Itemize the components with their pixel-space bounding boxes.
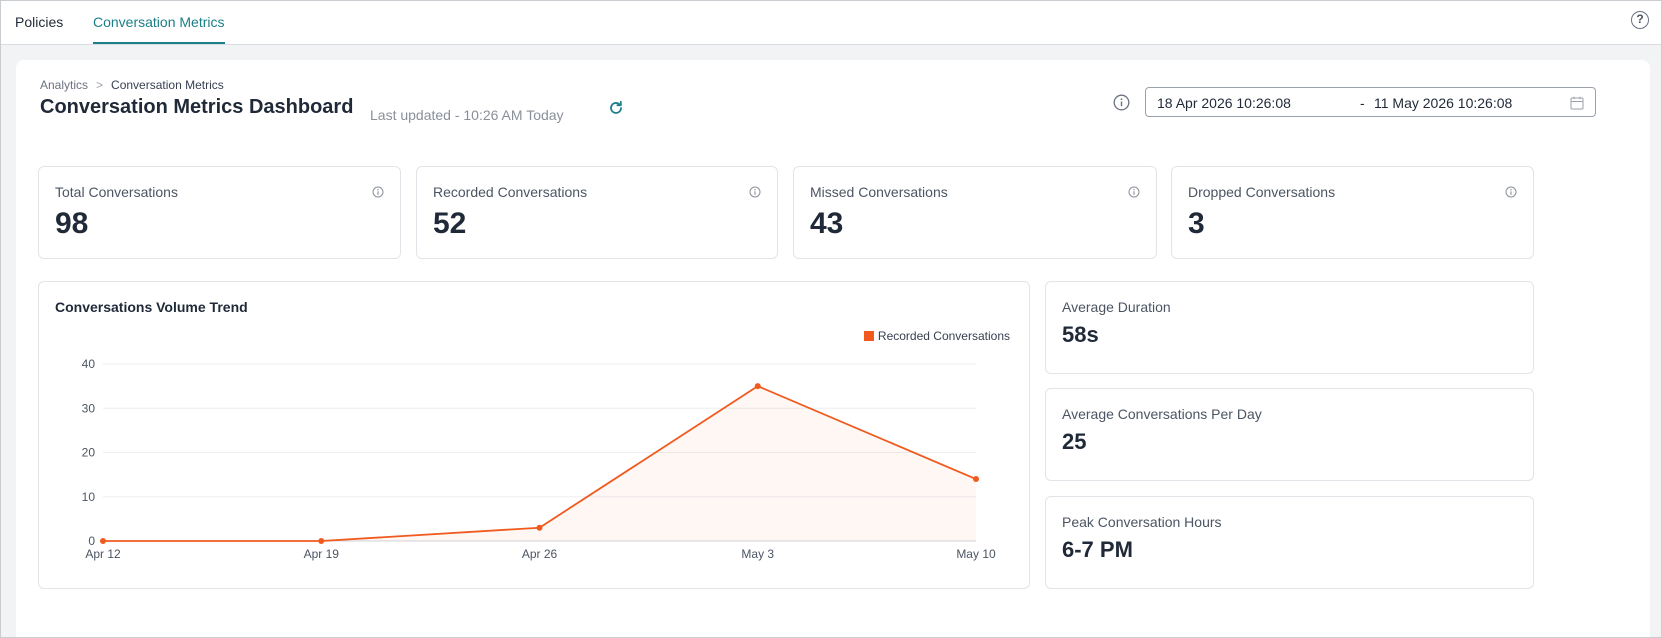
stat-card-avg-per-day: Average Conversations Per Day 25 [1045, 388, 1534, 481]
kpi-value: 52 [433, 207, 467, 240]
y-tick-label: 30 [82, 401, 96, 415]
y-tick-label: 10 [82, 490, 96, 504]
legend-label: Recorded Conversations [877, 329, 1010, 343]
kpi-label: Recorded Conversations [433, 184, 588, 200]
calendar-icon[interactable] [1570, 96, 1584, 110]
breadcrumb: Analytics > Conversation Metrics [40, 78, 224, 92]
data-point [754, 383, 761, 390]
data-point [318, 538, 325, 544]
data-point [973, 476, 979, 483]
chart-card: Conversations Volume Trend Recorded Conv… [38, 281, 1030, 589]
kpi-card-total: Total Conversations 98 [38, 166, 401, 259]
kpi-card-dropped: Dropped Conversations 3 [1171, 166, 1534, 259]
x-tick-label: Apr 12 [85, 547, 121, 561]
stat-value: 6-7 PM [1062, 537, 1133, 562]
info-icon[interactable] [372, 186, 384, 198]
help-icon[interactable]: ? [1631, 11, 1649, 29]
last-updated-text: Last updated - 10:26 AM Today [370, 107, 564, 123]
dashboard-panel: Analytics > Conversation Metrics Conversat… [16, 60, 1650, 637]
tab-policies[interactable]: Policies [15, 14, 64, 30]
kpi-label: Dropped Conversations [1188, 184, 1336, 200]
info-icon[interactable] [1505, 186, 1517, 198]
stat-value: 58s [1062, 322, 1099, 347]
kpi-value: 98 [55, 207, 89, 240]
date-range-info-icon[interactable] [1113, 94, 1130, 111]
chart-legend[interactable]: Recorded Conversations [863, 329, 1010, 343]
kpi-card-missed: Missed Conversations 43 [793, 166, 1157, 259]
tab-conversation-metrics[interactable]: Conversation Metrics [93, 1, 225, 44]
stat-label: Average Duration [1062, 299, 1171, 315]
stat-label: Peak Conversation Hours [1062, 514, 1222, 530]
refresh-icon[interactable] [608, 100, 624, 116]
kpi-label: Missed Conversations [810, 184, 948, 200]
info-icon[interactable] [1128, 186, 1140, 198]
top-tab-bar: Policies Conversation Metrics ? [1, 1, 1661, 45]
date-range-separator: - [1360, 95, 1365, 111]
x-tick-label: Apr 26 [522, 547, 558, 561]
stat-card-average-duration: Average Duration 58s [1045, 281, 1534, 374]
date-range-picker[interactable]: 18 Apr 2026 10:26:08 - 11 May 2026 10:26… [1145, 87, 1596, 117]
data-point [536, 524, 543, 531]
x-tick-label: May 10 [956, 547, 996, 561]
breadcrumb-analytics[interactable]: Analytics [40, 78, 89, 92]
x-tick-label: May 3 [741, 547, 774, 561]
stat-value: 25 [1062, 429, 1087, 454]
y-tick-label: 0 [88, 534, 95, 548]
stat-label: Average Conversations Per Day [1062, 406, 1262, 422]
breadcrumb-current: Conversation Metrics [111, 78, 224, 92]
kpi-label: Total Conversations [55, 184, 178, 200]
series-area [103, 386, 976, 541]
info-icon[interactable] [749, 186, 761, 198]
stat-card-peak-hours: Peak Conversation Hours 6-7 PM [1045, 496, 1534, 589]
page-title: Conversation Metrics Dashboard [40, 96, 354, 118]
volume-trend-chart: 0 10 20 30 40 Apr 12 Apr 19 Apr 26 May 3 May 10 [82, 357, 996, 561]
y-tick-label: 40 [82, 357, 96, 371]
breadcrumb-separator: > [96, 78, 104, 92]
kpi-card-recorded: Recorded Conversations 52 [416, 166, 778, 259]
chart-title: Conversations Volume Trend [55, 299, 248, 315]
y-tick-label: 20 [82, 446, 96, 460]
kpi-value: 43 [810, 207, 844, 240]
x-tick-label: Apr 19 [304, 547, 340, 561]
kpi-value: 3 [1188, 207, 1205, 240]
date-range-start: 18 Apr 2026 10:26:08 [1157, 95, 1291, 111]
data-point [100, 538, 106, 544]
date-range-end: 11 May 2026 10:26:08 [1374, 95, 1513, 111]
legend-swatch [863, 331, 874, 341]
